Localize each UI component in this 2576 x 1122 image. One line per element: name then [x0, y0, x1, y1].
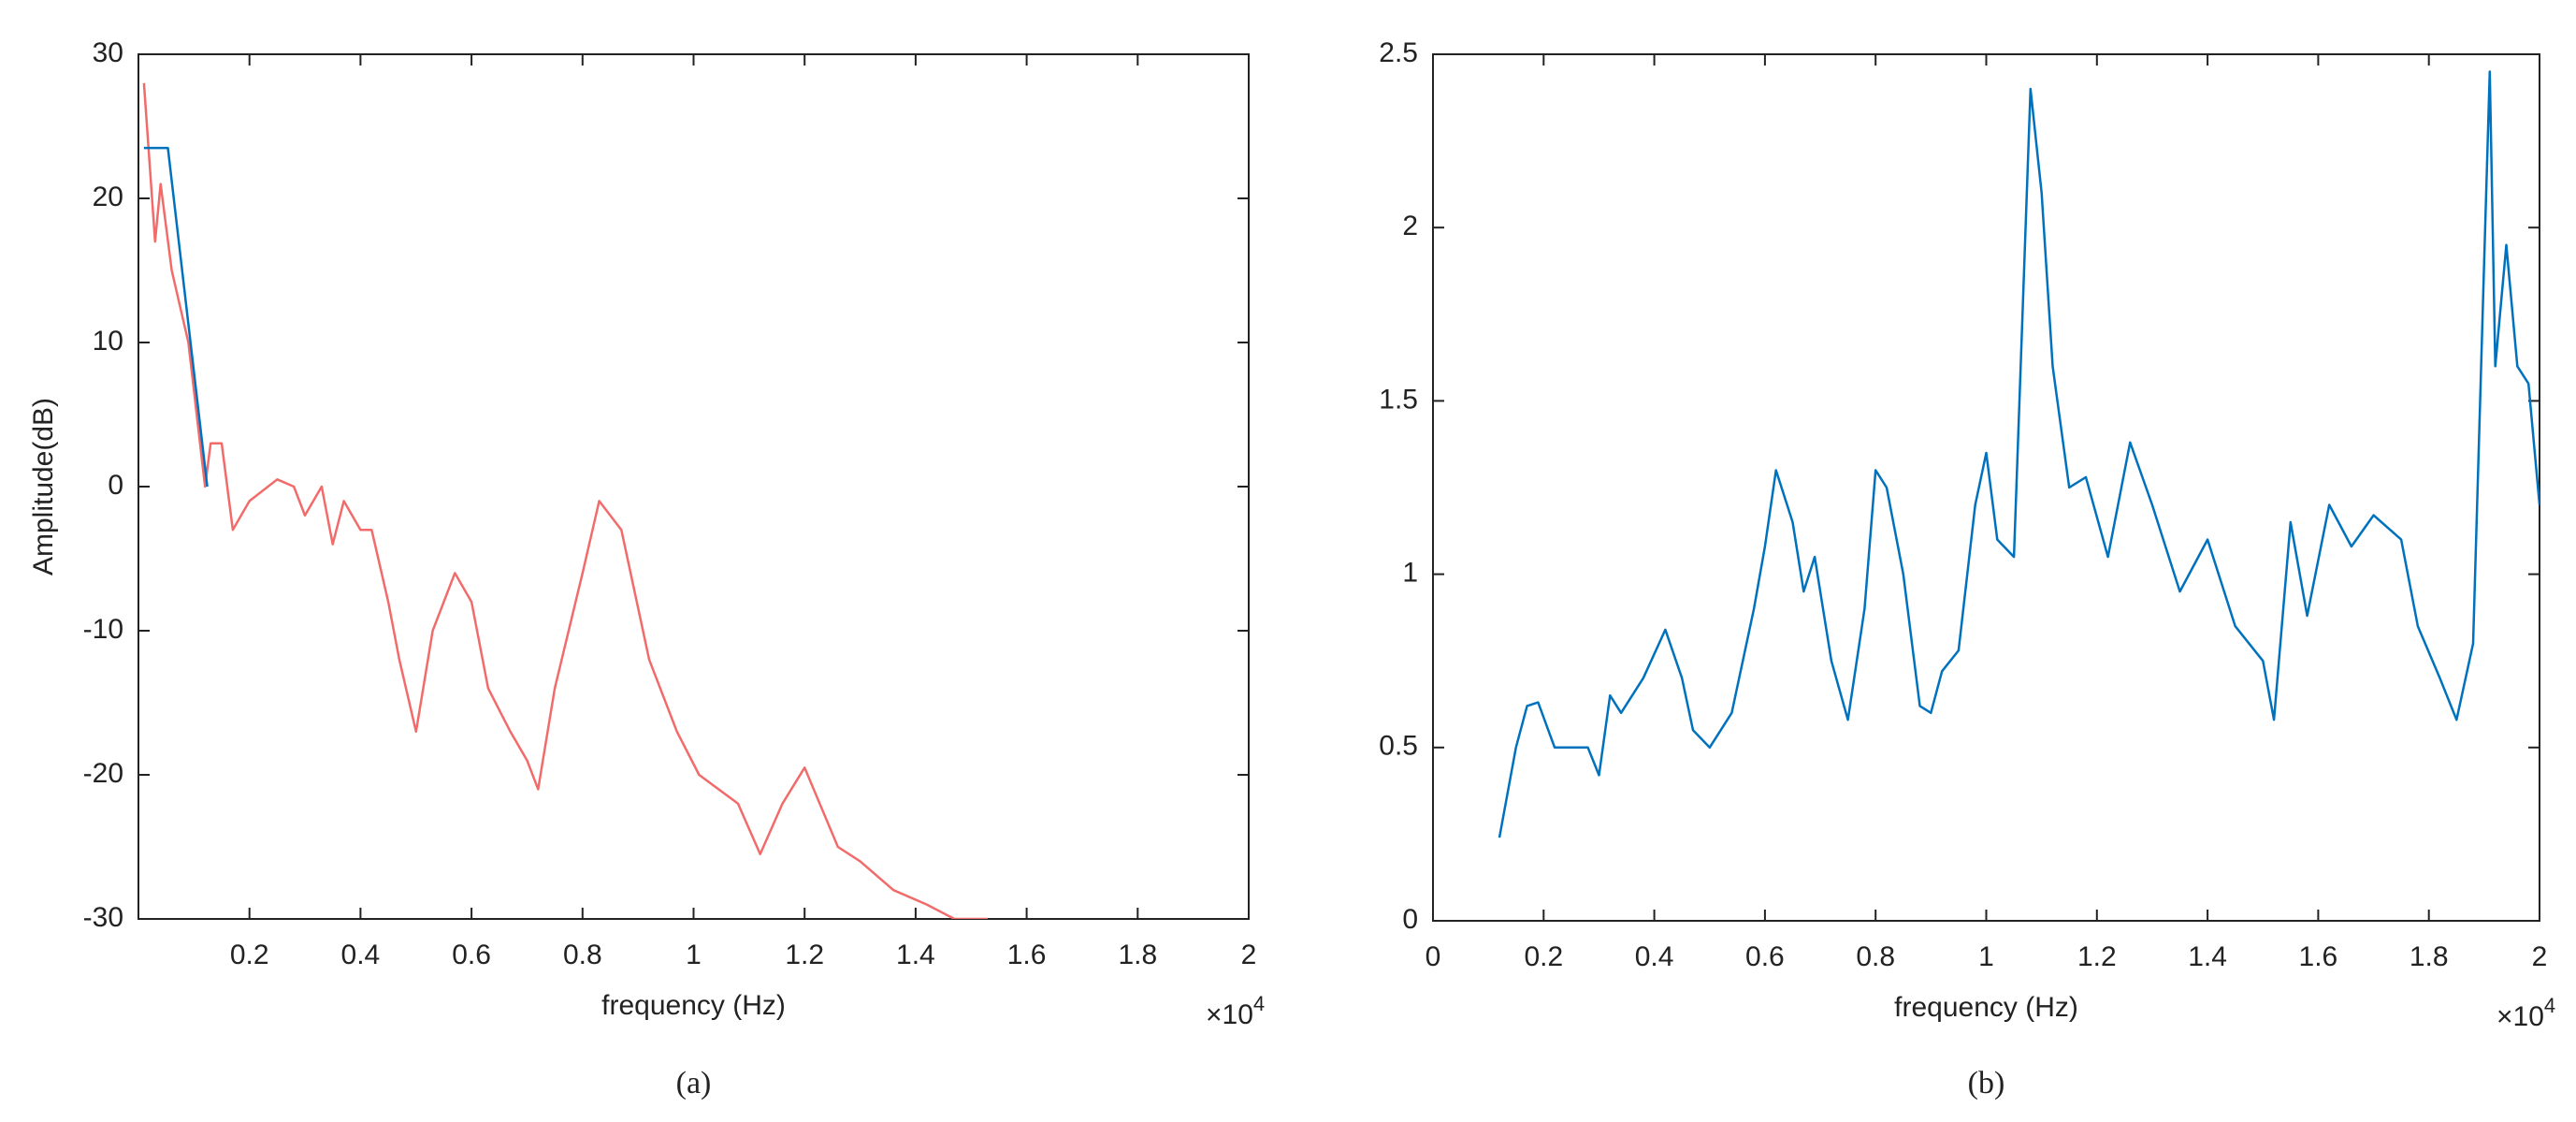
x-tick-label: 1.6 [2299, 941, 2338, 972]
x-tick-label: 0.4 [1635, 941, 1674, 972]
x-tick-label: 0.2 [1524, 941, 1563, 972]
x-tick-label: 0.4 [341, 940, 381, 970]
x-tick-label: 1.8 [2410, 941, 2449, 972]
caption: (a) [676, 1066, 712, 1100]
x-tick-label: 0.8 [563, 940, 602, 970]
x-tick-label: 0.6 [1745, 941, 1785, 972]
x-tick-label: 1.6 [1007, 940, 1047, 970]
x-axis-label: frequency (Hz) [601, 990, 786, 1021]
y-tick-label: 0 [108, 470, 123, 501]
series-line [143, 146, 209, 488]
x-tick-label: 2 [1241, 940, 1257, 970]
x-tick-label: 1 [1978, 941, 1994, 972]
series-line [1498, 70, 2540, 838]
y-tick-label: 2.5 [1379, 37, 1418, 68]
plot-frame [137, 53, 1250, 920]
plot-frame [1432, 53, 2540, 922]
y-tick-label: 2 [1402, 211, 1418, 241]
y-tick-label: 10 [93, 326, 123, 357]
x-tick-label: 1.4 [896, 940, 935, 970]
x-exponent: ×104 [1206, 992, 1265, 1030]
x-exponent-power: 4 [1253, 992, 1265, 1015]
y-tick-label: 20 [93, 182, 123, 212]
x-exponent-base: ×10 [1206, 999, 1253, 1030]
x-tick-label: 1.8 [1118, 940, 1157, 970]
x-tick-label: 1.4 [2188, 941, 2227, 972]
y-tick-label: -30 [83, 902, 123, 933]
y-tick-label: 1 [1402, 558, 1418, 589]
panel: 0.2 0.4 0.6 0.8 1 1.2 1.4 1.6 1.8 2 -30 -20 -10 0 10 20… [28, 37, 1265, 1100]
x-tick-label: 0.6 [452, 940, 491, 970]
x-exponent: ×104 [2496, 994, 2555, 1032]
y-axis-label: Amplitude(dB) [28, 398, 59, 576]
x-tick-label: 1.2 [785, 940, 824, 970]
y-tick-label: 1.5 [1379, 384, 1418, 415]
x-exponent-power: 4 [2544, 994, 2555, 1017]
x-exponent-base: ×10 [2496, 1001, 2544, 1032]
series-line [142, 82, 989, 919]
x-axis-label: frequency (Hz) [1894, 992, 2078, 1023]
x-tick-label: 1.2 [2077, 941, 2117, 972]
y-tick-label: 0 [1402, 904, 1418, 935]
x-tick-label: 0 [1425, 941, 1441, 972]
caption: (b) [1968, 1066, 2005, 1100]
y-tick-label: -10 [83, 614, 123, 645]
y-tick-label: 30 [93, 37, 123, 68]
x-tick-label: 2 [2532, 941, 2548, 972]
panel: 0 0.2 0.4 0.6 0.8 1 1.2 1.4 1.6 1.8 2 0 0.5 1 1.5 2 2.5 f… [1379, 37, 2555, 1100]
x-tick-label: 0.8 [1856, 941, 1895, 972]
x-tick-label: 0.2 [230, 940, 269, 970]
y-tick-label: 0.5 [1379, 731, 1418, 762]
x-tick-label: 1 [686, 940, 702, 970]
y-tick-label: -20 [83, 758, 123, 789]
